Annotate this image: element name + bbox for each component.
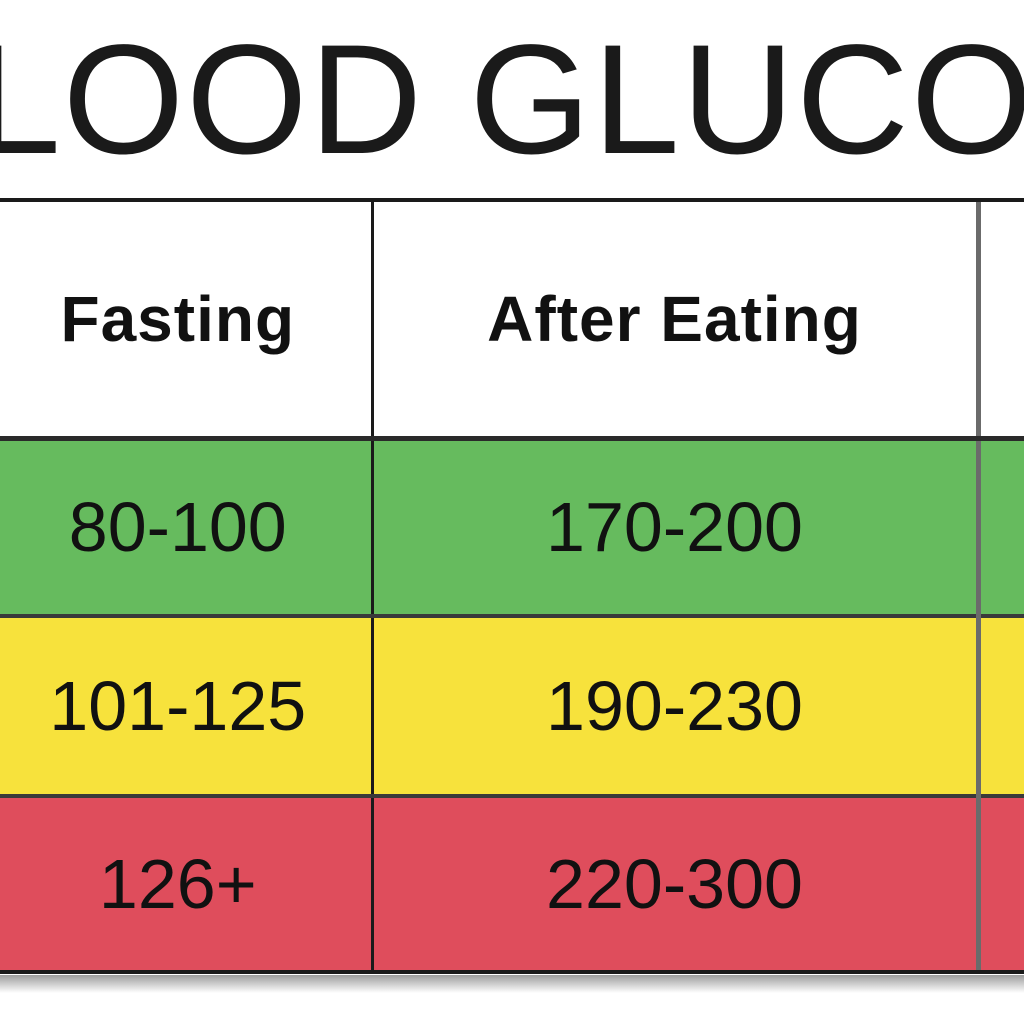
glucose-table-frame: Fasting After Eating 80-100 170-200 101-… (0, 198, 1024, 974)
cell-fasting-normal: 80-100 (0, 438, 374, 618)
cell-cutoff-normal (975, 438, 1024, 618)
cell-fasting-elevated: 101-125 (0, 616, 374, 798)
cell-fasting-high: 126+ (0, 796, 374, 970)
cell-cutoff-elevated (975, 616, 1024, 798)
header-after-eating: After Eating (372, 202, 980, 441)
header-cutoff (975, 202, 1024, 441)
header-fasting: Fasting (0, 202, 374, 441)
cell-cutoff-high (975, 796, 1024, 970)
table-row-high: 126+ 220-300 (0, 796, 1024, 970)
cell-after-eating-elevated: 190-230 (372, 616, 980, 798)
table-row-normal: 80-100 170-200 (0, 438, 1024, 618)
glucose-table: Fasting After Eating 80-100 170-200 101-… (0, 202, 1024, 970)
cell-after-eating-normal: 170-200 (372, 438, 980, 618)
chart-title: LOOD GLUCOSE (0, 13, 1024, 187)
table-shadow (0, 975, 1024, 993)
cell-after-eating-high: 220-300 (372, 796, 980, 970)
table-row-elevated: 101-125 190-230 (0, 616, 1024, 798)
table-header-row: Fasting After Eating (0, 202, 1024, 441)
